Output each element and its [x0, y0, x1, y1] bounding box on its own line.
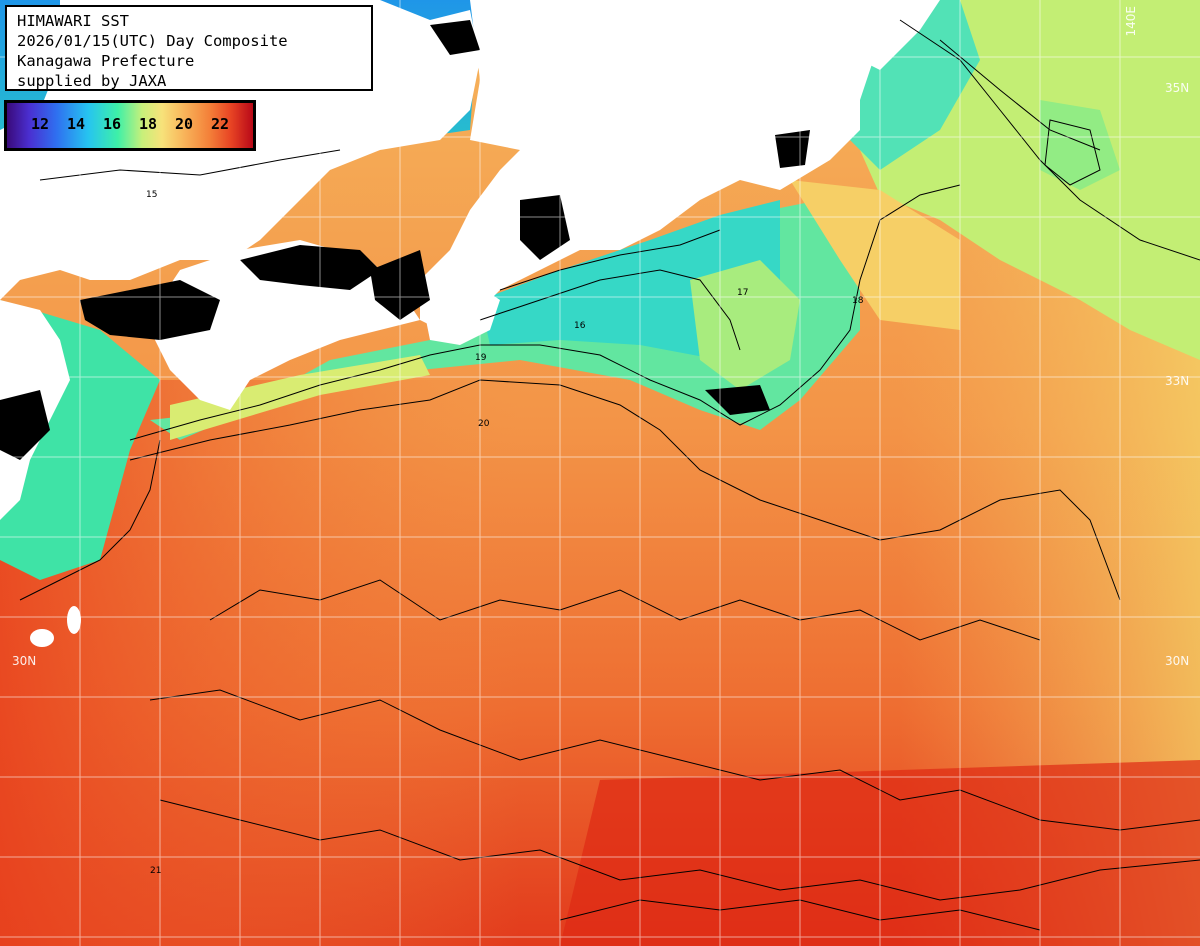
title-line-product: HIMAWARI SST [17, 12, 129, 30]
contour-label-18: 18 [852, 296, 864, 306]
grid-label-35n-left: 35N [10, 374, 35, 388]
color-scale-bar [7, 103, 253, 148]
cloud-mask-shikoku [240, 245, 380, 290]
cloud-mask-suruga [775, 130, 810, 168]
isotherm-15-north [39, 149, 341, 181]
isotherm-17-coast [479, 269, 741, 351]
grid-label-35n-right: 35N [1165, 81, 1190, 95]
izu-warm-tongue [690, 260, 800, 390]
legend-label-18: 18 [139, 115, 158, 133]
legend-label-16: 16 [103, 115, 122, 133]
cloud-mask-kyushu [0, 390, 50, 460]
legend-label-14: 14 [67, 115, 86, 133]
map-title-box: HIMAWARI SST 2026/01/15(UTC) Day Composi… [5, 5, 373, 91]
coastal-yellow-band [170, 355, 430, 440]
cloud-mask-north [430, 20, 480, 55]
isotherm-20-south [149, 689, 1200, 831]
contour-label-20: 20 [478, 419, 490, 429]
title-line-date: 2026/01/15(UTC) Day Composite [17, 32, 288, 50]
isotherm-16-coast [499, 229, 721, 291]
grid-label-136e: 136E [483, 6, 497, 37]
cloud-mask-ise [520, 195, 570, 260]
legend-label-12: 12 [31, 115, 50, 133]
isotherm-19-west [19, 439, 161, 601]
legend-label-22: 22 [211, 115, 230, 133]
grid-label-33n-right: 33N [1165, 374, 1190, 388]
isotherm-17-eddy [1044, 119, 1101, 186]
isotherm-20-north [129, 379, 1121, 601]
isotherm-21 [159, 799, 1200, 901]
title-line-region: Kanagawa Prefecture [17, 52, 195, 70]
cloud-mask-offshore [705, 385, 770, 415]
legend-label-20: 20 [175, 115, 194, 133]
color-scale-legend: 12 14 16 18 20 22 [4, 100, 256, 151]
land-tanegashima [30, 629, 54, 647]
contour-label-16: 16 [574, 321, 586, 331]
contour-label-15: 15 [146, 190, 157, 200]
grid-label-30n-left: 30N [12, 654, 37, 668]
land-yakushima [67, 606, 81, 634]
isotherm-17-east [939, 39, 1101, 151]
contour-label-19: 19 [475, 353, 487, 363]
contour-label-17: 17 [737, 288, 748, 298]
contour-labels: 15 16 17 18 19 20 21 [146, 190, 864, 876]
grid-label-140e: 140E [1124, 6, 1138, 37]
grid-label-30n-right: 30N [1165, 654, 1190, 668]
cloud-mask-west [80, 280, 220, 340]
isotherm-20-mid [209, 579, 1041, 641]
contour-label-21: 21 [150, 866, 161, 876]
title-line-credit: supplied by JAXA [17, 72, 167, 90]
